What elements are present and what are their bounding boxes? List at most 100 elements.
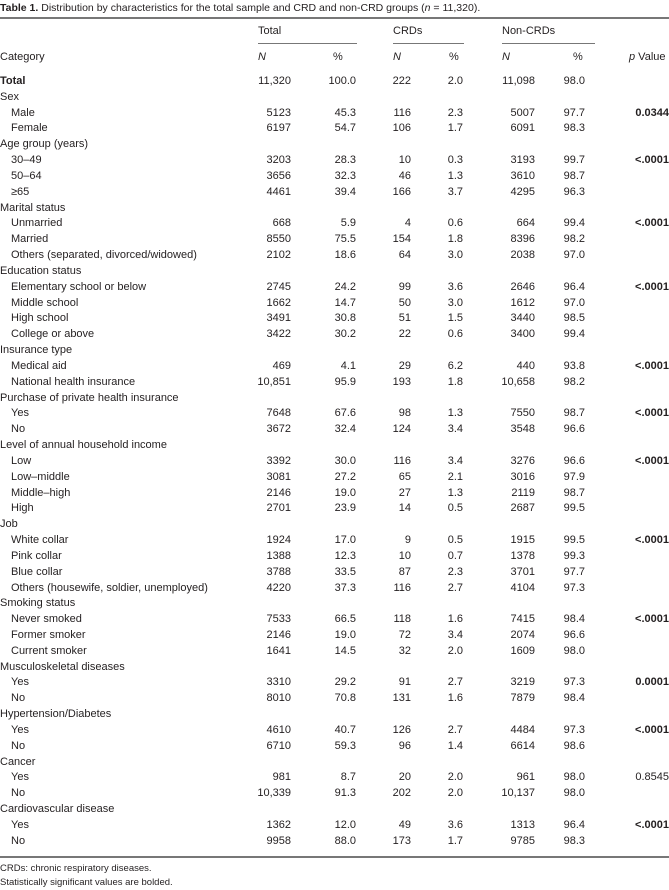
crd-pct: 2.0: [447, 787, 463, 800]
group-name: Purchase of private health insurance: [0, 391, 179, 404]
noncrd-pct: 98.4: [563, 692, 585, 705]
crd-pct: 1.4: [447, 739, 463, 752]
total-pct: 14.7: [334, 296, 356, 309]
p-value: [585, 169, 669, 185]
p-value: [585, 486, 669, 502]
total-pct: 59.3: [334, 739, 356, 752]
noncrd-n: 4484: [510, 723, 535, 736]
total-pct: 33.5: [334, 565, 356, 578]
crd-n: 116: [393, 581, 411, 594]
row-label: College or above: [11, 328, 95, 341]
noncrd-n: 440: [516, 359, 535, 372]
noncrd-n: 664: [516, 217, 535, 230]
crd-n: 87: [398, 565, 411, 578]
noncrd-n: 961: [516, 771, 535, 784]
crd-n: 10: [398, 549, 411, 562]
table-row: No 10,339 91.3 202 2.0 10,137 98.0: [0, 786, 669, 802]
row-label: Yes: [11, 771, 29, 784]
total-pct: 27.2: [334, 470, 356, 483]
crd-pct: 3.4: [447, 423, 463, 436]
group-header-crds: CRDs: [393, 25, 423, 37]
group-name: Age group (years): [0, 138, 89, 151]
noncrd-pct: 99.3: [563, 549, 585, 562]
total-pct: 39.4: [334, 185, 356, 198]
total-n: 1662: [266, 296, 291, 309]
crd-n: 64: [398, 249, 411, 262]
total-n: 3203: [266, 154, 291, 167]
crd-pct: 0.5: [447, 502, 463, 515]
group-heading-row: Level of annual household income: [0, 438, 669, 454]
noncrd-n: 3610: [510, 169, 535, 182]
total-pct: 4.1: [340, 359, 356, 372]
row-label: Unmarried: [11, 217, 63, 230]
p-value: [585, 565, 669, 581]
noncrd-n: 3440: [510, 312, 535, 325]
crd-pct: 1.6: [447, 613, 463, 626]
crd-n: 222: [392, 75, 411, 87]
group-heading-row: Sex: [0, 90, 669, 106]
total-pct: 32.4: [334, 423, 356, 436]
table-row: High 2701 23.9 14 0.5 2687 99.5: [0, 501, 669, 517]
table-row: Pink collar 1388 12.3 10 0.7 1378 99.3: [0, 549, 669, 565]
crd-pct: 0.3: [447, 154, 463, 167]
group-heading-row: Musculoskeletal diseases: [0, 660, 669, 676]
crd-pct: 1.7: [447, 122, 463, 135]
p-value: [585, 375, 669, 391]
row-label: No: [11, 423, 26, 436]
group-name: Cancer: [0, 755, 36, 768]
noncrd-pct: 97.7: [563, 106, 585, 119]
noncrd-n: 3219: [510, 676, 535, 689]
table-row: No 9958 88.0 173 1.7 9785 98.3: [0, 834, 669, 850]
group-heading-row: Cancer: [0, 755, 669, 771]
total-n: 6197: [266, 122, 291, 135]
row-label: High school: [11, 312, 69, 325]
noncrd-n: 3276: [510, 454, 535, 467]
row-label: Middle school: [11, 296, 79, 309]
total-pct: 28.3: [334, 154, 356, 167]
total-n: 1362: [266, 818, 291, 831]
p-value: [585, 786, 669, 802]
total-n: 9958: [266, 834, 291, 847]
row-label: Low–middle: [11, 470, 70, 483]
total-pct: 88.0: [334, 834, 356, 847]
total-n: 981: [272, 771, 291, 784]
total-n: 3788: [266, 565, 291, 578]
noncrd-pct: 97.7: [563, 565, 585, 578]
crd-n: 166: [392, 185, 411, 198]
noncrd-pct: 98.7: [563, 169, 585, 182]
table-body: Total 11,320 100.0 222 2.0 11,098 98.0 Sex Male 5…: [0, 74, 669, 850]
total-row: Total 11,320 100.0 222 2.0 11,098 98.0: [0, 74, 669, 90]
total-n: 3310: [266, 676, 291, 689]
noncrd-n: 4104: [510, 581, 535, 594]
crd-pct: 2.0: [447, 771, 463, 784]
noncrd-pct: 98.7: [563, 407, 585, 420]
noncrd-n: 1609: [510, 644, 535, 657]
noncrd-pct: 96.6: [563, 423, 585, 436]
top-rule: [0, 17, 669, 19]
crd-n: 27: [398, 486, 411, 499]
p-value: <.0001: [635, 454, 669, 467]
data-table: Total 11,320 100.0 222 2.0 11,098 98.0 Sex Male 5…: [0, 74, 669, 850]
total-pct: 12.0: [334, 818, 356, 831]
crd-pct: 3.6: [447, 818, 463, 831]
crd-pct-header: %: [449, 51, 459, 63]
table-row: Female 6197 54.7 106 1.7 6091 98.3: [0, 121, 669, 137]
noncrd-n: 1612: [510, 296, 535, 309]
noncrd-pct: 97.3: [563, 723, 585, 736]
crd-pct: 1.3: [447, 407, 463, 420]
row-label: Yes: [11, 676, 29, 689]
p-value: [585, 74, 669, 90]
group-underline-non-crds: [502, 43, 595, 44]
noncrd-pct: 97.3: [563, 581, 585, 594]
total-n: 3672: [266, 423, 291, 436]
crd-n: 20: [398, 771, 411, 784]
crd-pct: 1.8: [447, 375, 463, 388]
row-label: Female: [11, 122, 48, 135]
group-name: Education status: [0, 264, 82, 277]
crd-pct: 2.0: [447, 75, 463, 87]
noncrd-pct: 93.8: [563, 359, 585, 372]
noncrd-n: 7415: [510, 613, 535, 626]
category-header: Category: [0, 51, 45, 63]
row-label: 30–49: [11, 154, 42, 167]
total-n: 10,851: [257, 375, 291, 388]
